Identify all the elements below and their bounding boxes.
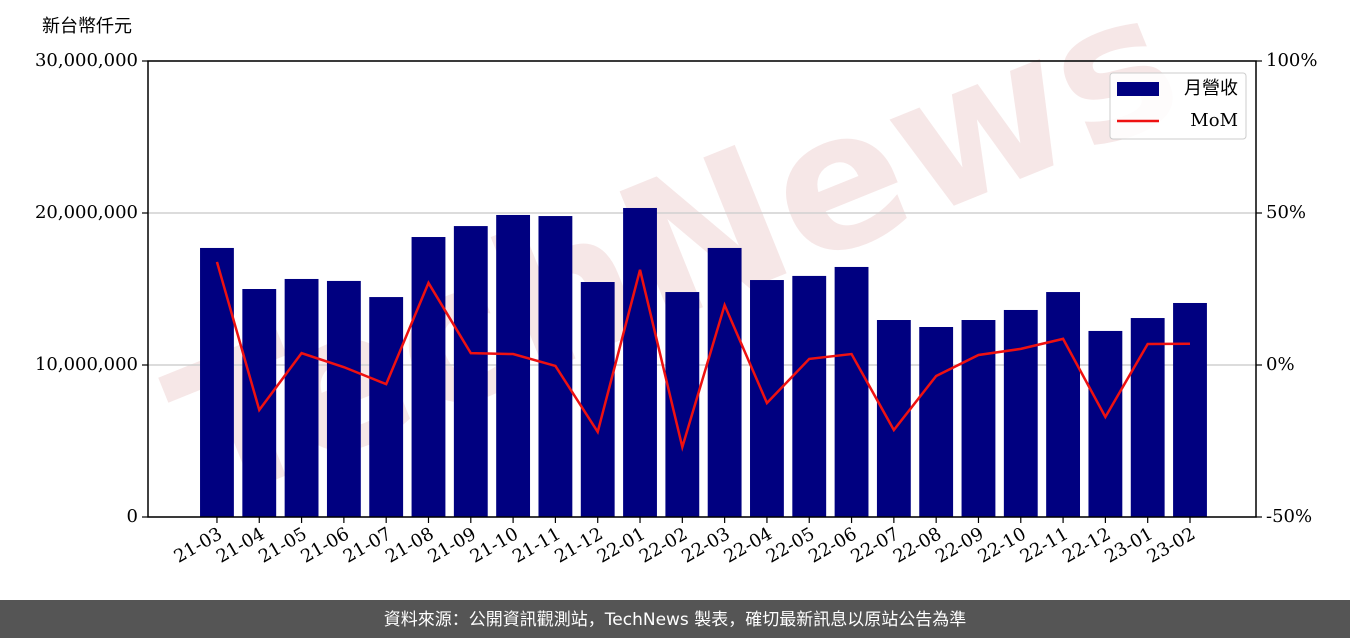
bar: [284, 278, 319, 517]
bar: [1003, 309, 1038, 517]
bar: [919, 327, 954, 517]
bar: [1173, 302, 1207, 517]
bar: [326, 280, 361, 517]
line: [215, 261, 1191, 452]
y2-tick-label: 0%: [1266, 354, 1295, 375]
legend-label: MoM: [1190, 110, 1238, 131]
bar: [961, 320, 996, 517]
bar: [834, 266, 869, 517]
footer-bar: [0, 600, 1350, 638]
bar: [453, 226, 488, 517]
legend-swatch: [1117, 82, 1159, 96]
plot-frame: [147, 60, 1257, 518]
y-tick-label: 30,000,000: [35, 50, 138, 71]
y-axis-label: 新台幣仟元: [42, 16, 132, 37]
bar: [369, 297, 404, 517]
bar: [1130, 318, 1165, 517]
y2-tick-label: 100%: [1266, 50, 1317, 71]
x-tick-label: 23-02: [1144, 523, 1199, 567]
bar: [792, 275, 827, 517]
footer-text: 資料來源：公開資訊觀測站，TechNews 製表，確切最新訊息以原站公告為準: [384, 610, 966, 630]
bar: [1046, 292, 1081, 517]
y-tick-label: 20,000,000: [35, 202, 138, 223]
bar: [1088, 330, 1123, 517]
bar: [200, 247, 234, 517]
bar: [496, 214, 531, 517]
legend-label: 月營收: [1184, 78, 1238, 99]
bar: [707, 247, 742, 517]
bar: [750, 280, 784, 517]
bar: [411, 237, 446, 518]
bar: [623, 207, 657, 517]
y2-tick-label: 50%: [1266, 202, 1306, 223]
bar: [876, 320, 911, 517]
bar: [580, 282, 615, 517]
y-tick-label: 0: [127, 506, 138, 527]
bar: [242, 289, 277, 517]
y-tick-label: 10,000,000: [35, 354, 138, 375]
y2-tick-label: -50%: [1266, 506, 1312, 527]
